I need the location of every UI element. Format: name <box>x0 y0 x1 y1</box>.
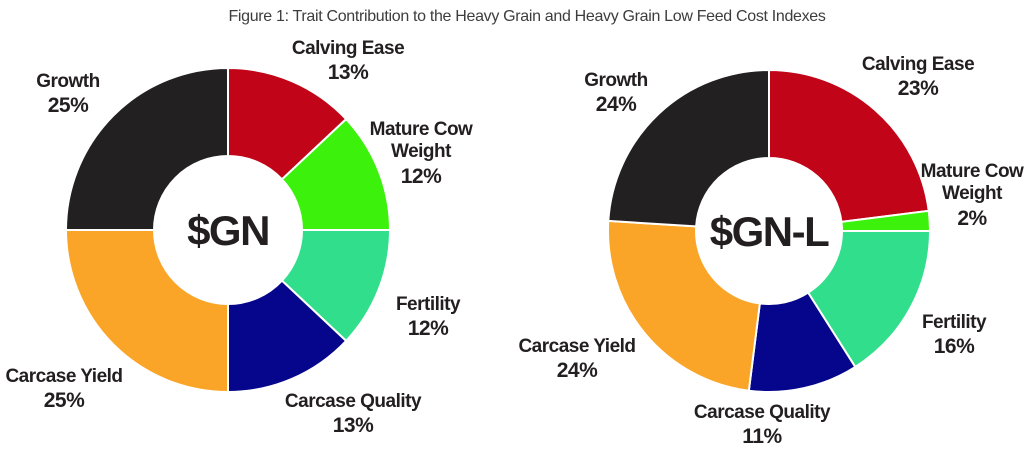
slice-percentage: 25% <box>43 389 85 413</box>
slice--gn-l-carcase-yield <box>607 219 761 392</box>
slice-percentage: 25% <box>47 94 89 118</box>
slice-name: Growth <box>584 70 648 91</box>
slice-name: Growth <box>36 71 100 92</box>
slice-percentage: 13% <box>327 61 369 85</box>
slice--gn-l-fertility <box>807 230 931 368</box>
slice-name: Calving Ease <box>291 38 405 59</box>
figure-title: Figure 1: Trait Contribution to the Heav… <box>228 8 826 25</box>
gnl-label-growth: Growth 24% <box>584 70 648 118</box>
gnl-label-carcase-yield: Carcase Yield 24% <box>518 336 636 384</box>
slice-percentage: 13% <box>332 414 374 438</box>
slice-name: Mature Cow Weight <box>369 119 473 163</box>
gn-label-mature-cow-weight: Mature Cow Weight 12% <box>362 119 480 190</box>
slice-percentage: 24% <box>556 359 598 383</box>
slice-percentage: 23% <box>897 77 939 101</box>
chart-center-title-gn: $GN <box>187 207 270 254</box>
slice-percentage: 16% <box>933 335 975 359</box>
gnl-label-fertility: Fertility 16% <box>921 312 987 360</box>
gnl-label-calving-ease: Calving Ease 23% <box>861 54 975 102</box>
slice-percentage: 2% <box>957 206 987 230</box>
slice-percentage: 12% <box>407 317 449 341</box>
slice-name: Carcase Quality <box>284 391 422 412</box>
gn-label-carcase-yield: Carcase Yield 25% <box>5 366 123 414</box>
chart-center-title-gn-l: $GN-L <box>709 208 830 255</box>
gn-label-carcase-quality: Carcase Quality 13% <box>284 391 422 439</box>
gn-label-fertility: Fertility 12% <box>395 294 461 342</box>
slice-percentage: 12% <box>400 164 442 188</box>
slice-name: Carcase Quality <box>693 402 831 423</box>
slice-percentage: 11% <box>742 425 782 449</box>
slice-name: Carcase Yield <box>5 366 123 387</box>
gnl-label-mature-cow-weight: Mature Cow Weight 2% <box>913 161 1024 232</box>
slice-name: Calving Ease <box>861 54 975 75</box>
gnl-label-carcase-quality: Carcase Quality 11% <box>693 402 831 450</box>
gn-label-calving-ease: Calving Ease 13% <box>291 38 405 86</box>
slice-name: Mature Cow Weight <box>920 161 1024 205</box>
gn-label-growth: Growth 25% <box>36 71 100 119</box>
slice-name: Fertility <box>395 294 461 315</box>
slice-name: Carcase Yield <box>518 336 636 357</box>
slice--gn-l-calving-ease <box>768 69 930 223</box>
slice--gn-l-growth <box>607 69 770 228</box>
slice-percentage: 24% <box>595 93 637 117</box>
slice-name: Fertility <box>921 312 987 333</box>
slice--gn-carcase-yield <box>65 229 229 393</box>
slice--gn-growth <box>65 67 229 231</box>
